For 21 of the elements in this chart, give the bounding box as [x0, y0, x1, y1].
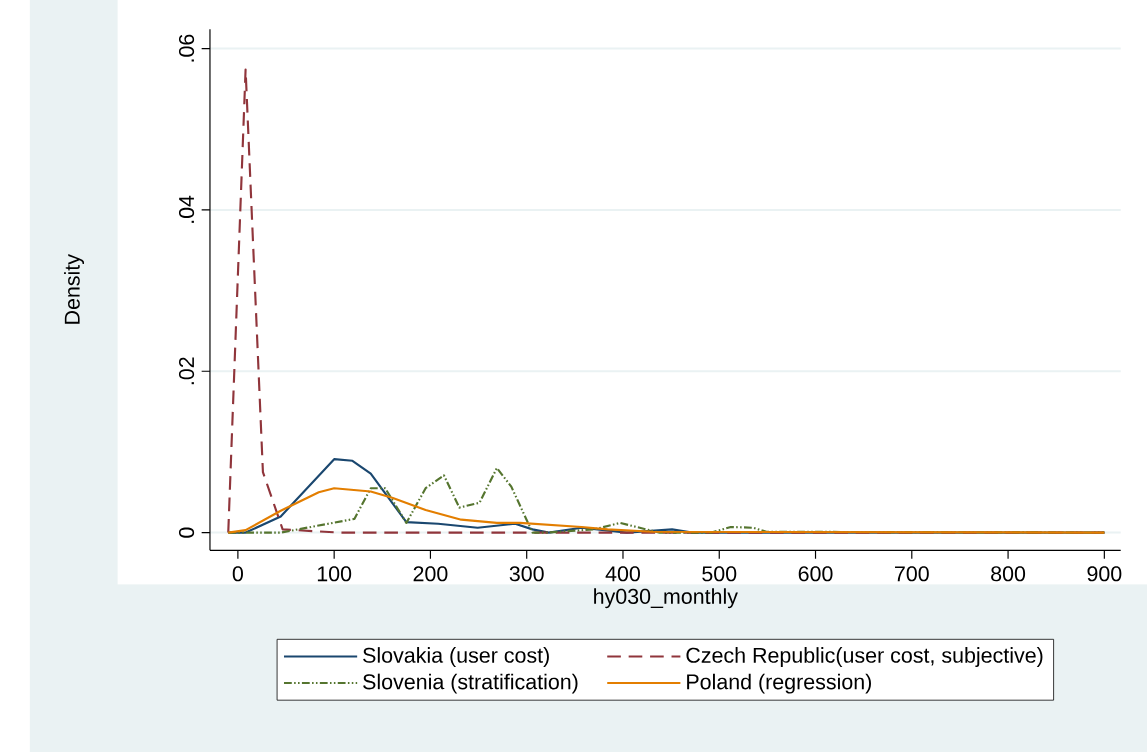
- x-tick-label: 900: [1087, 566, 1122, 582]
- x-tick-label: 500: [702, 566, 737, 582]
- x-axis-title: hy030_monthly: [594, 588, 738, 609]
- line-series: [227, 487, 1106, 534]
- x-tick-label: 400: [605, 566, 640, 582]
- y-tick-label: .06: [178, 34, 195, 62]
- x-tick-label: 800: [991, 566, 1026, 582]
- legend-label: Slovakia (user cost): [363, 647, 549, 668]
- legend-label: Poland (regression): [687, 673, 871, 694]
- x-tick-label: 600: [798, 566, 833, 582]
- x-tick-label: 200: [413, 566, 448, 582]
- x-tick-label: 0: [232, 566, 243, 582]
- y-tick-label: .04: [178, 195, 195, 223]
- legend-label: Czech Republic(user cost, subjective): [686, 647, 1043, 668]
- y-axis-title: Density: [64, 254, 85, 324]
- y-tick-label: .02: [178, 357, 195, 385]
- x-tick-label: 300: [509, 566, 544, 582]
- x-tick-label: 700: [895, 566, 929, 582]
- x-tick-label: 100: [317, 566, 352, 582]
- legend-label: Slovenia (stratification): [363, 673, 578, 694]
- y-tick-label: 0: [178, 527, 195, 538]
